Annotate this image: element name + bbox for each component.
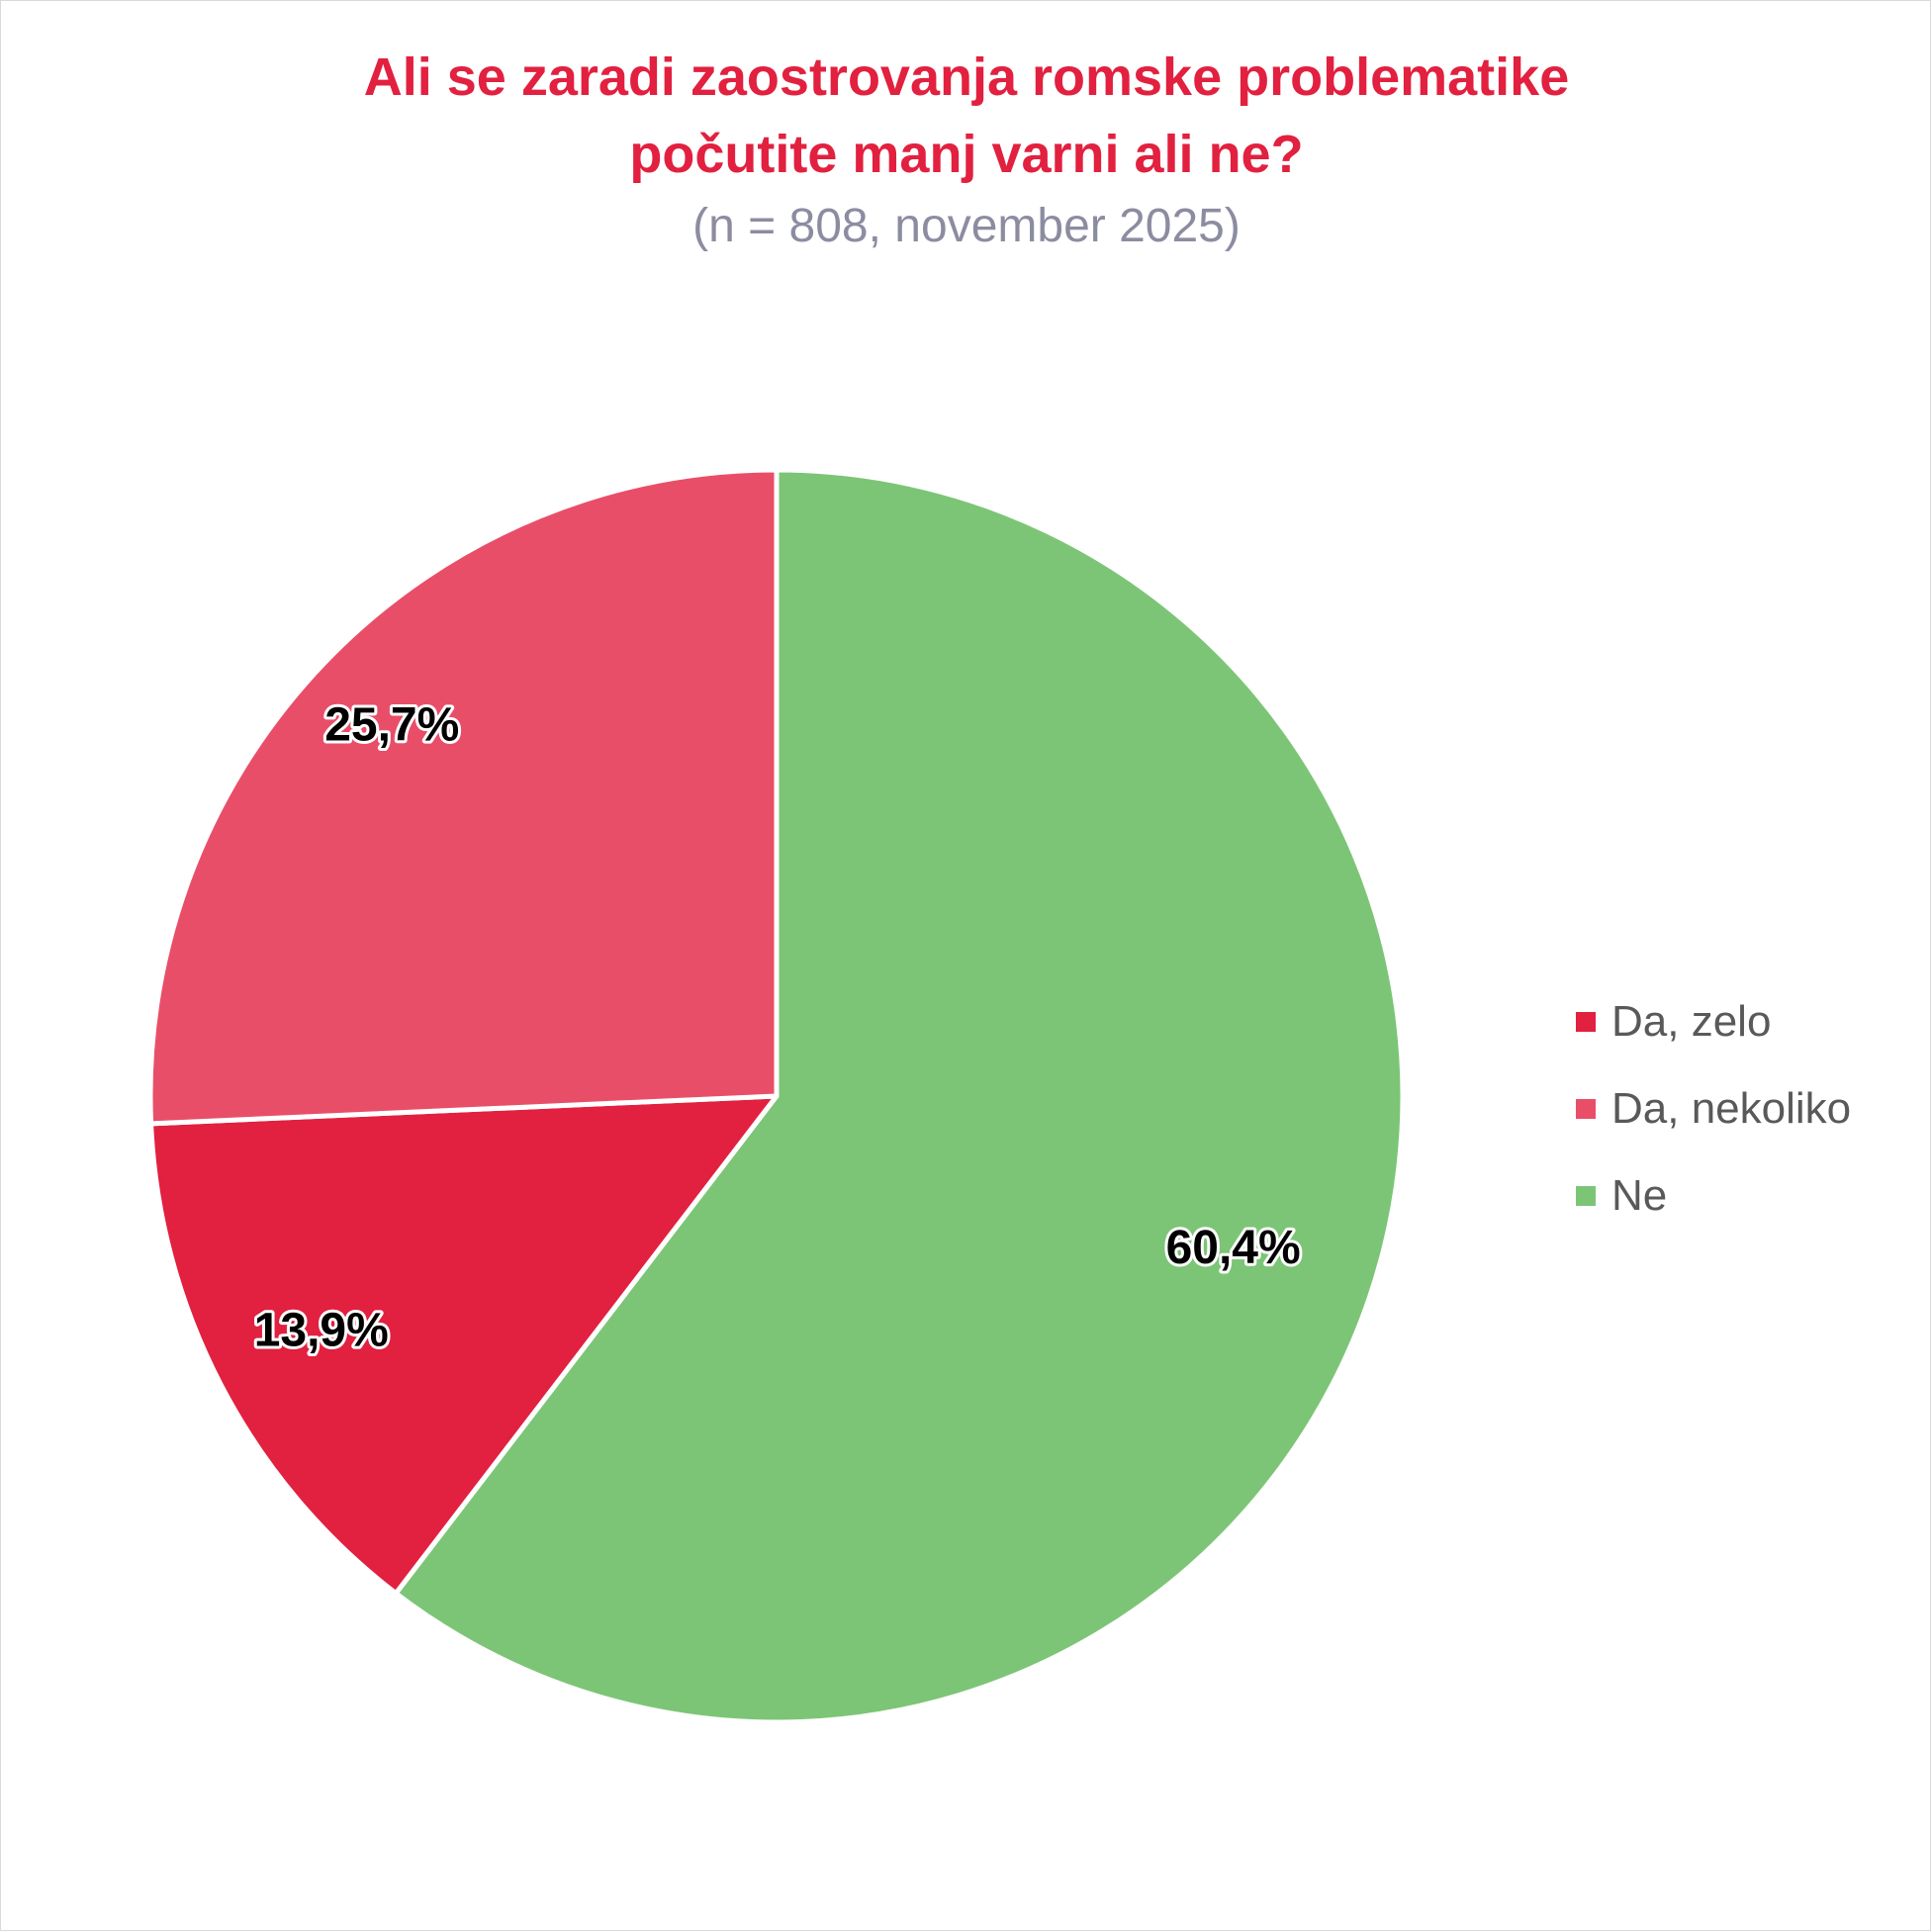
legend-swatch: [1576, 1186, 1596, 1206]
legend-swatch: [1576, 1012, 1596, 1032]
chart-title: Ali se zaradi zaostrovanja romske proble…: [1, 39, 1931, 193]
legend-label: Da, zelo: [1611, 997, 1772, 1046]
slice-da-zelo: [148, 1093, 780, 1597]
chart-title-line-2: počutite manj varni ali ne?: [629, 125, 1304, 184]
legend-swatch: [1576, 1099, 1596, 1119]
legend-item: Da, nekoliko: [1576, 1065, 1851, 1152]
chart-subtitle: (n = 808, november 2025): [692, 200, 1241, 252]
data-label-da-zelo: 13,9%: [254, 1305, 389, 1357]
legend: Da, zelo Da, nekoliko Ne: [1576, 978, 1851, 1240]
legend-label: Ne: [1611, 1171, 1668, 1220]
legend-label: Da, nekoliko: [1611, 1084, 1852, 1133]
legend-item: Ne: [1576, 1152, 1851, 1240]
data-label-ne: 60,4%: [1166, 1222, 1301, 1274]
slice-ne: [393, 467, 1406, 1725]
legend-item: Da, zelo: [1576, 978, 1851, 1065]
data-label-da-nekoliko: 25,7%: [324, 699, 459, 752]
chart-title-line-1: Ali se zaradi zaostrovanja romske proble…: [363, 47, 1570, 107]
slice-da-nekoliko: [147, 467, 780, 1127]
